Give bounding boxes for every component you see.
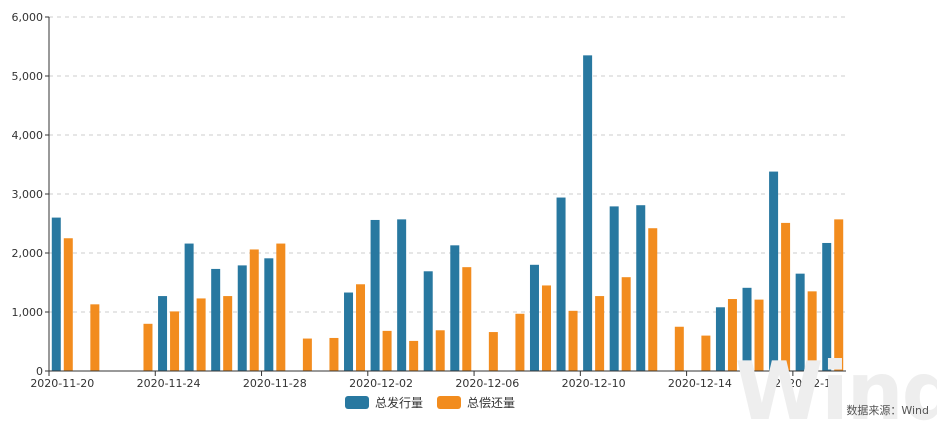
bar-repayment[interactable] [409, 340, 419, 371]
bar-repayment[interactable] [63, 238, 73, 371]
x-tick-label: 2020-11-20 [30, 377, 94, 390]
bar-repayment[interactable] [648, 228, 658, 371]
bar-repayment[interactable] [90, 304, 100, 371]
bar-issuance[interactable] [822, 242, 832, 371]
x-tick-label: 2020-11-28 [243, 377, 307, 390]
x-tick-label: 2020-12-14 [668, 377, 732, 390]
bar-repayment[interactable] [488, 332, 498, 371]
bar-repayment[interactable] [223, 296, 233, 371]
bar-issuance[interactable] [450, 245, 460, 371]
bar-repayment[interactable] [143, 323, 153, 371]
x-axis: 2020-11-20 2020-11-24 2020-11-28 2020-12-02… [30, 370, 846, 390]
bar-repayment[interactable] [356, 284, 366, 371]
bar-issuance[interactable] [742, 287, 752, 371]
bar-repayment[interactable] [754, 299, 764, 371]
bar-repayment[interactable] [781, 222, 791, 371]
bar-issuance[interactable] [264, 258, 274, 371]
y-tick-label: 5,000 [12, 70, 44, 83]
bar-repayment[interactable] [674, 326, 684, 371]
legend-label-issuance: 总发行量 [374, 396, 423, 410]
bar-repayment[interactable] [249, 249, 259, 371]
legend-item-repayment[interactable]: 总偿还量 [437, 394, 515, 411]
bar-issuance[interactable] [51, 217, 61, 371]
legend-label-repayment: 总偿还量 [467, 396, 516, 410]
y-tick-label: 6,000 [12, 11, 44, 24]
bar-issuance[interactable] [237, 265, 247, 371]
bar-chart: 0 1,000 2,000 3,000 4,000 5,000 6,000 2020-11-… [12, 11, 846, 390]
y-tick-label: 3,000 [12, 188, 44, 201]
x-tick-label: 2020-12-06 [455, 377, 519, 390]
x-tick-label: 2020-12-02 [349, 377, 413, 390]
bar-repayment[interactable] [276, 243, 286, 371]
bar-issuance[interactable] [556, 197, 566, 371]
bar-repayment[interactable] [515, 313, 525, 371]
bar-repayment[interactable] [462, 267, 472, 371]
bar-issuance[interactable] [370, 219, 380, 371]
legend: 总发行量 总偿还量 [0, 394, 860, 411]
bar-repayment[interactable] [621, 277, 631, 371]
x-tick-label: 2020-12-10 [562, 377, 626, 390]
bar-issuance[interactable] [423, 271, 433, 371]
bar-issuance[interactable] [769, 171, 779, 371]
bar-repayment[interactable] [382, 330, 392, 371]
bar-issuance[interactable] [397, 219, 407, 371]
bar-issuance[interactable] [583, 55, 593, 371]
legend-swatch-issuance [344, 396, 369, 409]
bar-repayment[interactable] [541, 285, 551, 371]
bar-repayment[interactable] [834, 219, 844, 371]
y-tick-label: 1,000 [12, 306, 44, 319]
bar-issuance[interactable] [636, 205, 646, 371]
bar-issuance[interactable] [211, 268, 221, 371]
bar-issuance[interactable] [795, 273, 805, 371]
bar-repayment[interactable] [727, 299, 737, 371]
bar-repayment[interactable] [302, 338, 312, 371]
bar-repayment[interactable] [595, 296, 605, 371]
y-axis: 0 1,000 2,000 3,000 4,000 5,000 6,000 [12, 11, 50, 378]
legend-swatch-repayment [437, 396, 461, 409]
bar-issuance[interactable] [158, 296, 168, 371]
x-tick-label: 2020-12-18 [774, 377, 838, 390]
bar-repayment[interactable] [701, 335, 711, 371]
x-tick-label: 2020-11-24 [137, 377, 201, 390]
bar-issuance[interactable] [715, 307, 725, 371]
bar-issuance[interactable] [529, 264, 539, 371]
bar-repayment[interactable] [807, 291, 817, 371]
y-tick-label: 4,000 [12, 129, 44, 142]
data-source: 数据来源：Wind [846, 404, 929, 417]
bar-repayment[interactable] [170, 311, 180, 371]
legend-item-issuance[interactable]: 总发行量 [344, 394, 423, 411]
bar-repayment[interactable] [329, 337, 339, 371]
bar-repayment[interactable] [435, 330, 445, 371]
grid-lines [49, 16, 846, 313]
bar-issuance[interactable] [344, 292, 354, 371]
watermark-logo: Wind [735, 345, 937, 438]
bar-repayment[interactable] [568, 310, 578, 371]
bar-issuance[interactable] [609, 206, 619, 371]
y-tick-label: 0 [36, 365, 43, 378]
bars [51, 55, 844, 371]
bar-issuance[interactable] [184, 243, 194, 371]
y-tick-label: 2,000 [12, 247, 44, 260]
bar-repayment[interactable] [196, 298, 206, 371]
